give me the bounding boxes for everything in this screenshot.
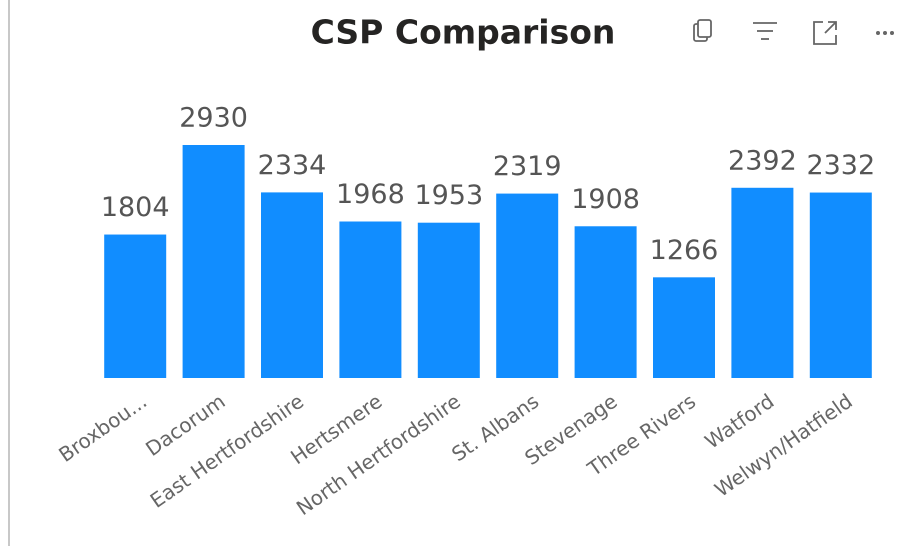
bar (417, 222, 480, 378)
data-label: 2319 (493, 151, 562, 182)
bar (182, 145, 245, 378)
bar (809, 192, 872, 378)
filter-icon[interactable] (753, 22, 777, 40)
bar (731, 187, 794, 378)
bar (653, 277, 715, 378)
data-label: 2930 (179, 103, 248, 134)
bar (574, 226, 637, 378)
data-label: 2392 (728, 145, 797, 176)
bar (261, 192, 323, 378)
more-icon[interactable] (876, 31, 894, 35)
bar (496, 193, 559, 378)
focus-icon[interactable] (813, 21, 837, 45)
bar (104, 234, 167, 378)
copy-icon[interactable] (693, 19, 712, 42)
data-label: 1968 (336, 179, 405, 210)
bar (339, 221, 402, 378)
data-label: 1953 (414, 180, 483, 211)
data-label: 2334 (258, 150, 327, 181)
toolbar (693, 19, 894, 45)
data-label: 1908 (571, 184, 640, 215)
chart-title: CSP Comparison (311, 13, 616, 52)
data-label: 1804 (101, 192, 170, 223)
data-label: 1266 (650, 235, 719, 266)
data-label: 2332 (806, 150, 875, 181)
